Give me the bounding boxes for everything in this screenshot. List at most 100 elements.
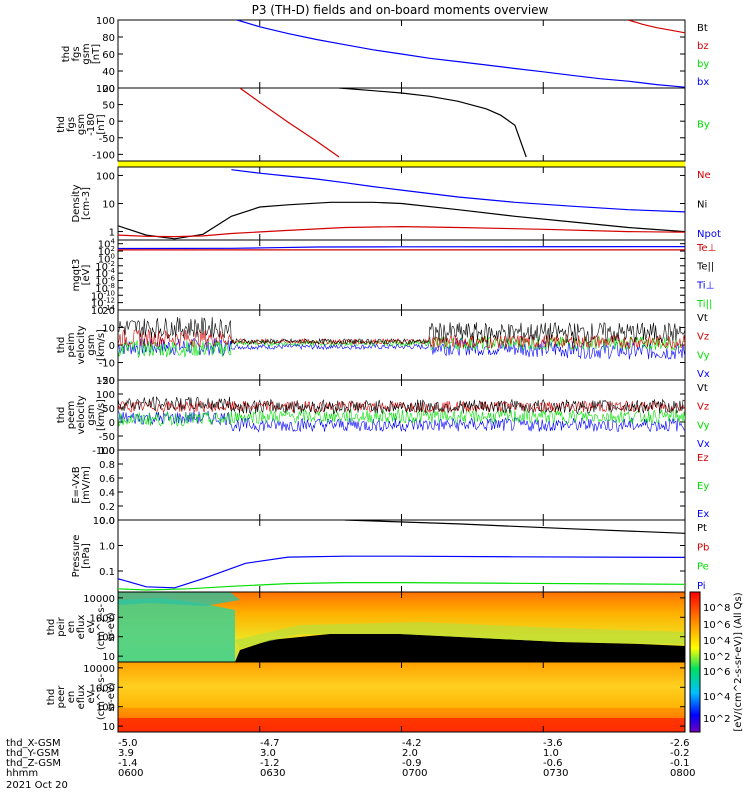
velocity-trace: [118, 408, 685, 428]
y-axis-label-line: gsm: [76, 114, 87, 135]
legend-entry: Ex: [697, 509, 709, 520]
velocity-trace: [118, 396, 685, 415]
footer-date: 2021 Oct 20: [6, 780, 68, 791]
legend-entry: Ni: [697, 200, 707, 211]
footer-value: -0.6: [543, 758, 563, 769]
legend-entry: by: [697, 59, 709, 70]
y-axis-label-line: eflux: [76, 615, 87, 640]
y-axis-label-line: peer: [56, 685, 67, 709]
panel-plot-area: [118, 317, 685, 360]
tick-label: 40: [102, 67, 115, 78]
y-axis-label-line: fgs: [71, 46, 82, 61]
panel-ion-spectrogram: 10000 1000 100 10 thd peir en eflux eV (cm^2-s-sr…: [46, 591, 686, 663]
tick-label: 10: [102, 652, 115, 663]
y-axis-label: thd peim velocity gsm [km/s]: [56, 325, 107, 364]
panel-ion-velocity: 20 10 0 -10 -20 thd peim velocity gsm [km/s] Vt Vz V…: [56, 306, 710, 387]
y-axis-label-line: [nT]: [91, 44, 102, 64]
series-line-bz: [628, 20, 685, 34]
legend-entry: Vx: [697, 439, 710, 450]
y-axis-label-line: E=-VxB: [71, 466, 82, 503]
series-line-Ni: [118, 201, 685, 240]
y-axis-label-line: gsm: [81, 43, 92, 64]
tick-label: 10-12: [91, 297, 115, 310]
plot-title: P3 (TH-D) fields and on-board moments ov…: [252, 3, 549, 17]
y-axis-label-line: en: [66, 621, 77, 634]
tick-label: 10-6: [95, 275, 115, 288]
legend-entry: Bt: [697, 23, 708, 34]
legend-entry: Vy: [697, 350, 710, 361]
legend-entry: Ne: [697, 170, 711, 181]
tick-label: 102: [98, 245, 115, 258]
legend-entry: Vy: [697, 420, 710, 431]
velocity-trace: [118, 410, 685, 433]
y-axis-label: mgqt3 [eV]: [71, 259, 92, 292]
y-axis-label: thd fgs gsm [nT]: [61, 43, 102, 64]
legend-entry: Ti⊥: [696, 280, 714, 291]
footer-value: 0630: [260, 768, 285, 779]
panel-electron-velocity: 150 100 50 0 -50 -100 thd peem velocity gsm [km/s]…: [56, 376, 710, 457]
y-axis-label-line: Density: [71, 184, 82, 222]
tick-label: 10.0: [93, 516, 115, 527]
tick-label: 10-10: [91, 289, 115, 302]
tick-label: 20: [102, 306, 115, 317]
y-axis-label-line: (cm^2-s-: [96, 673, 107, 720]
footer: thd_X-GSM thd_Y-GSM thd_Z-GSM hhmm 2021 …: [6, 738, 695, 791]
panel-density: 100 10 1 Density [cm-3] Ne Ni Npot: [71, 166, 721, 241]
y-axis-label-line: [km/s]: [96, 329, 107, 361]
tick-label: -100: [92, 446, 115, 457]
yellow-status-bar: [118, 161, 685, 167]
footer-value: -0.1: [670, 758, 690, 769]
tick-label: 0: [109, 341, 115, 352]
panel-plot-area: [118, 396, 685, 433]
y-axis-label-line: peir: [56, 616, 67, 636]
tick-label: -20: [99, 376, 115, 387]
y-axis-label-line: thd: [46, 689, 57, 706]
tick-label: 100: [96, 390, 115, 401]
tick-label: 104: [98, 238, 116, 251]
tick-label: 60: [102, 50, 115, 61]
colorbar-label: [eV/(cm^2-s-sr-eV)] (All Qs): [733, 592, 744, 731]
colorbar-tick: 10^2: [703, 652, 730, 663]
y-axis-label-line: peim: [66, 332, 77, 357]
y-axis-label: thd peer en eflux eV (cm^2-s-sr-eV): [46, 673, 117, 720]
footer-value: -1.4: [118, 758, 138, 769]
panel-frame: [117, 87, 686, 162]
tick-label: -50: [99, 432, 115, 443]
legend-entry: Pt: [697, 523, 707, 534]
ion-mid-band: [235, 622, 685, 648]
tick-label: 10: [102, 722, 115, 733]
panel-frame: [117, 239, 686, 311]
series-line-Npot: [231, 169, 685, 213]
y-axis-label: thd peem velocity gsm [km/s]: [56, 395, 107, 434]
footer-value: 3.0: [260, 748, 276, 759]
tick-label: 0.4: [99, 488, 115, 499]
footer-value: 0700: [402, 768, 427, 779]
panel-efield: 1.0 0.8 0.6 0.4 0.2 0.0 E=-VxB [mV/m] Ez Ey Ex: [71, 446, 709, 527]
tick-label: 100: [96, 16, 115, 27]
legend-entry: Te||: [696, 262, 714, 273]
tick-label: 10-8: [95, 282, 115, 295]
footer-value: -4.2: [402, 738, 422, 749]
series-line-Ti: [118, 246, 685, 250]
series-line-Ne: [118, 225, 685, 238]
colorbar-tick: 10^2: [703, 714, 730, 725]
footer-value: -0.9: [402, 758, 422, 769]
legend-entry: Ti||: [696, 299, 712, 310]
colorbar-tick: 10^6: [703, 667, 730, 678]
footer-value: -1.2: [260, 758, 280, 769]
y-axis-label: thd fgs gsm -180 [nT]: [56, 113, 107, 136]
footer-value: -0.2: [670, 748, 690, 759]
footer-value: 0800: [670, 768, 695, 779]
tick-label: 100: [96, 703, 115, 714]
colorbar-tick: 10^6: [703, 620, 730, 631]
y-axis-label: Density [cm-3]: [71, 184, 92, 222]
footer-value: -2.6: [670, 738, 690, 749]
series-line-Pt: [344, 520, 685, 534]
tick-label: 1.0: [99, 446, 115, 457]
legend-entry: Vz: [697, 402, 709, 413]
tick-label: 100: [96, 633, 115, 644]
footer-value: 1.0: [543, 748, 559, 759]
y-axis-label-line: thd: [56, 116, 67, 133]
colorbar-tick: 10^4: [703, 636, 730, 647]
